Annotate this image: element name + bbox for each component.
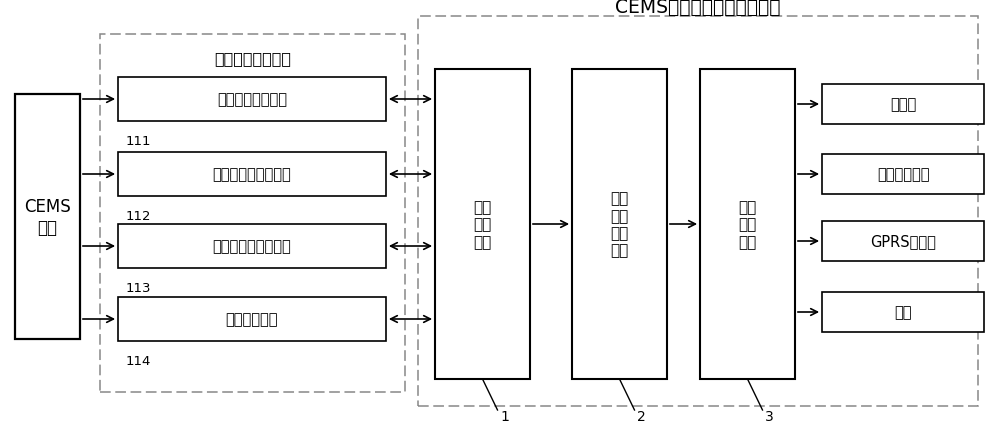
Text: 蠕动泵管监测传感器: 蠕动泵管监测传感器: [213, 167, 291, 182]
Text: 打印机: 打印机: [890, 97, 916, 112]
Bar: [418, 17, 978, 406]
Text: 113: 113: [125, 282, 151, 295]
Bar: [118, 153, 386, 197]
Bar: [118, 297, 386, 341]
Text: 111: 111: [125, 135, 151, 148]
Text: GPRS发送端: GPRS发送端: [870, 234, 936, 249]
Text: CEMS
系统: CEMS 系统: [24, 197, 71, 237]
Text: 采样探头滤芯传感器: 采样探头滤芯传感器: [213, 239, 291, 254]
Text: 114: 114: [125, 355, 151, 368]
Text: 112: 112: [125, 210, 151, 223]
Bar: [15, 95, 80, 339]
Bar: [822, 155, 984, 194]
Bar: [822, 221, 984, 261]
Text: 网络: 网络: [894, 305, 912, 320]
Text: 故障
报警
单元: 故障 报警 单元: [738, 200, 757, 249]
Text: 数据
故障
分析
单元: 数据 故障 分析 单元: [610, 191, 629, 258]
Text: 3: 3: [765, 409, 774, 423]
Text: 浮子流量计传感器: 浮子流量计传感器: [217, 92, 287, 107]
Text: 1: 1: [500, 409, 509, 423]
Bar: [572, 70, 667, 379]
Bar: [118, 224, 386, 268]
Text: CEMS系统智能故障检测装置: CEMS系统智能故障检测装置: [615, 0, 781, 16]
Bar: [100, 35, 405, 392]
Bar: [822, 293, 984, 332]
Bar: [700, 70, 795, 379]
Text: 2: 2: [637, 409, 646, 423]
Bar: [435, 70, 530, 379]
Text: 手机信号基站: 手机信号基站: [877, 167, 929, 182]
Text: 参数
采集
单元: 参数 采集 单元: [473, 200, 492, 249]
Bar: [822, 85, 984, 125]
Text: 温度传感器组: 温度传感器组: [226, 312, 278, 327]
Text: 参数采集传感器组: 参数采集传感器组: [214, 51, 291, 66]
Bar: [118, 78, 386, 122]
